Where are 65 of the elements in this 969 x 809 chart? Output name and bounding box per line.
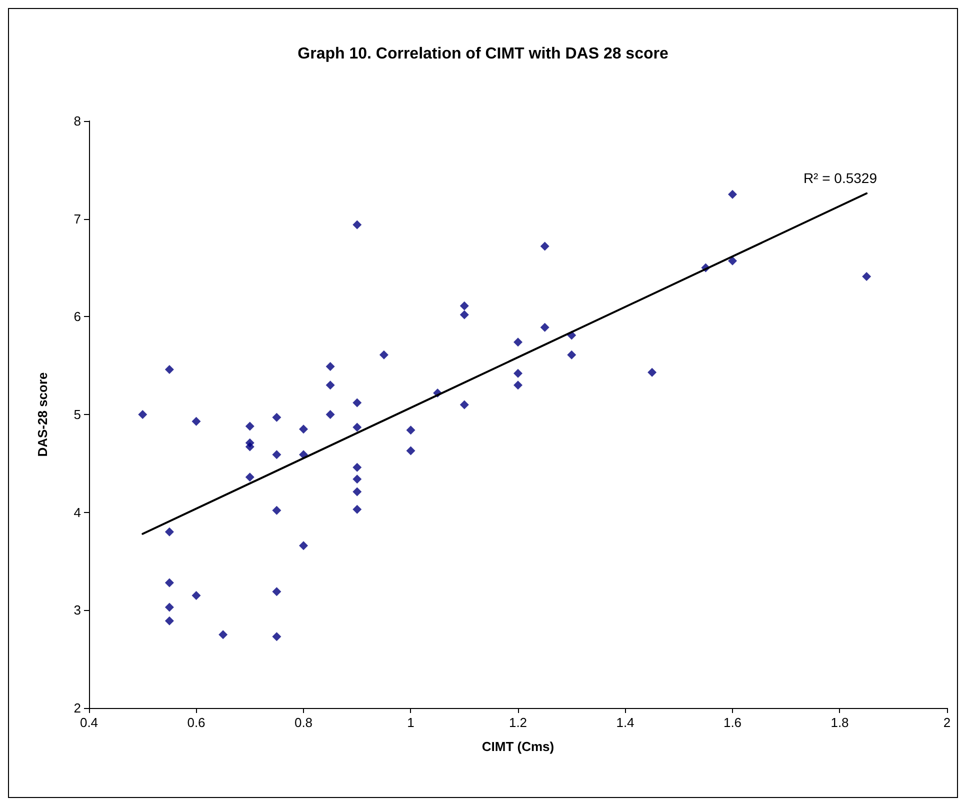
point: [245, 442, 254, 452]
point: [272, 412, 282, 422]
point: [192, 416, 201, 426]
y-tick-label: 2: [74, 700, 81, 716]
y-tick-label: 6: [74, 309, 81, 324]
point: [460, 400, 469, 410]
x-tick-label: 1.8: [830, 715, 849, 730]
point: [272, 450, 282, 460]
annotation: R² = 0.5329: [803, 170, 878, 186]
point: [514, 368, 522, 378]
point: [460, 301, 469, 310]
point: [862, 272, 872, 282]
point: [352, 398, 362, 408]
point: [192, 590, 201, 600]
point: [352, 220, 362, 230]
y-tick-label: 3: [74, 602, 81, 618]
x-tick-label: 1.6: [723, 715, 742, 730]
point: [648, 368, 657, 377]
y-tick-label: 4: [74, 504, 81, 520]
point: [406, 446, 416, 456]
y-tick-label: 5: [74, 407, 81, 422]
point: [379, 350, 388, 360]
chart-title: Graph 10. Correlation of CIMT with DAS 28 score: [298, 46, 668, 62]
y-tick-label: 7: [74, 211, 81, 226]
point: [164, 364, 174, 374]
point: [164, 527, 174, 536]
point: [245, 422, 254, 431]
x-tick-label: 0.6: [187, 715, 206, 730]
point: [164, 578, 174, 588]
point: [164, 616, 174, 626]
point: [728, 190, 737, 199]
point: [728, 256, 737, 266]
point: [164, 602, 174, 612]
y-tick-label: 8: [74, 114, 81, 128]
point: [514, 380, 522, 390]
point: [406, 426, 416, 435]
point: [218, 630, 228, 640]
point: [299, 541, 308, 550]
point: [352, 487, 362, 496]
point: [326, 410, 335, 419]
point: [352, 474, 362, 484]
point: [567, 350, 576, 360]
point: [272, 506, 282, 515]
x-tick-label: 1: [407, 715, 414, 730]
x-axis-title: CIMT (Cms): [482, 739, 554, 754]
point: [352, 462, 362, 472]
point: [352, 422, 362, 432]
x-tick-label: 0.4: [80, 715, 98, 730]
y-axis-title: DAS-28 score: [35, 372, 50, 457]
point: [272, 587, 282, 596]
x-tick-label: 1.2: [508, 715, 528, 730]
point: [326, 380, 335, 390]
point: [245, 472, 254, 482]
point: [540, 242, 550, 251]
point: [460, 310, 469, 320]
point: [540, 322, 550, 332]
point: [352, 504, 362, 514]
x-tick-label: 2: [943, 715, 951, 730]
point: [514, 338, 522, 347]
point: [326, 362, 335, 372]
point: [272, 632, 282, 642]
point: [299, 424, 308, 434]
x-tick-label: 1.4: [616, 715, 634, 730]
point: [138, 410, 148, 419]
x-tick-label: 0.8: [294, 715, 313, 730]
